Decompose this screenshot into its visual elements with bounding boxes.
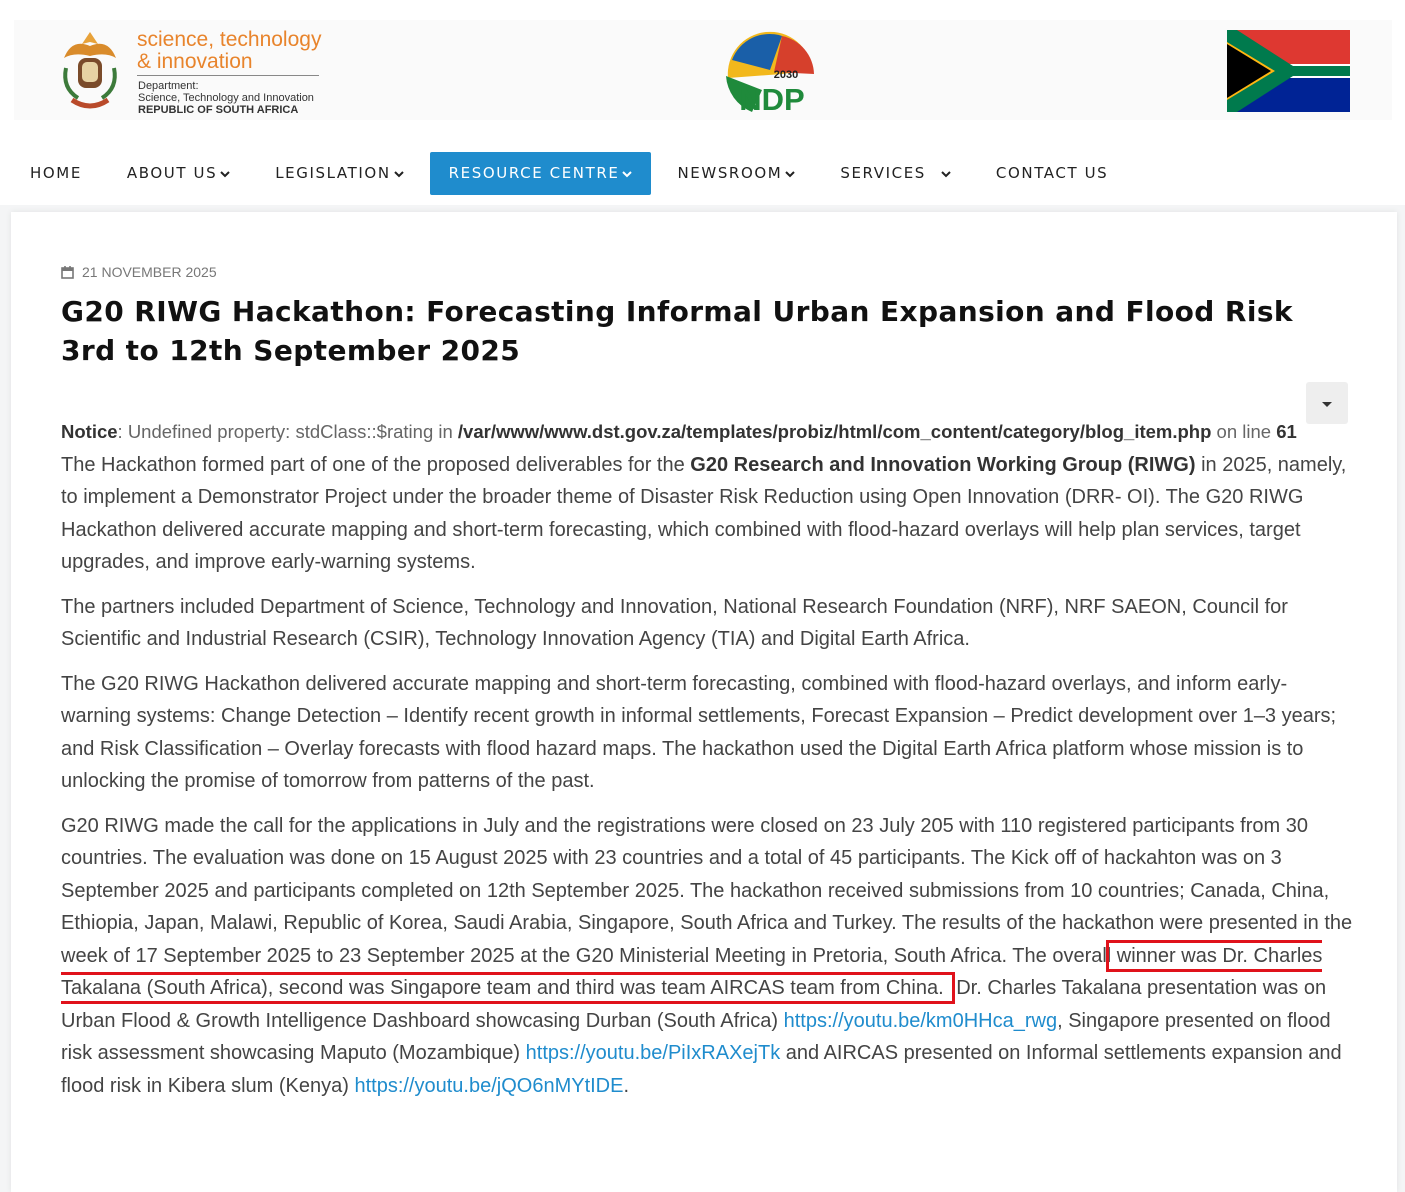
nav-item[interactable]: ABOUT US	[108, 152, 249, 195]
logo-rule	[137, 75, 319, 76]
article-card: 21 NOVEMBER 2025 G20 RIWG Hackathon: For…	[11, 212, 1397, 1192]
nav-label: ABOUT US	[126, 164, 218, 182]
bold-text: G20 Research and Innovation Working Grou…	[690, 453, 1196, 476]
nav-label: NEWSROOM	[677, 164, 783, 182]
paragraph: G20 RIWG made the call for the applicati…	[61, 810, 1353, 1103]
text: G20 RIWG made the call for the applicati…	[61, 814, 1353, 967]
text: , Singapore presented on flood risk asse…	[61, 1009, 1331, 1065]
country: REPUBLIC OF SOUTH AFRICA	[138, 104, 299, 116]
nav-item[interactable]: SERVICES	[821, 152, 970, 195]
notice-line: 61	[1276, 421, 1297, 442]
chevron	[393, 170, 404, 177]
chevron	[622, 170, 633, 177]
chevron	[785, 170, 796, 177]
video-link[interactable]: https://youtu.be/km0HHca_rwg	[783, 1009, 1058, 1032]
nav-item[interactable]: HOME	[30, 164, 82, 182]
paragraph: The partners included Department of Scie…	[61, 595, 1288, 651]
flag	[1227, 30, 1350, 112]
notice-label: Notice	[61, 421, 118, 442]
nav-item[interactable]: NEWSROOM	[658, 152, 814, 195]
chevron	[220, 170, 230, 177]
article-date: 21 NOVEMBER 2025	[61, 262, 1353, 282]
dept-name: Science, Technology and Innovation	[138, 92, 314, 104]
nav-item[interactable]: CONTACT US	[995, 164, 1109, 182]
text: .	[623, 1074, 630, 1097]
dropdown-toggle[interactable]	[1306, 382, 1348, 424]
video-link[interactable]: https://youtu.be/jQO6nMYtIDE	[354, 1074, 624, 1097]
article: 21 NOVEMBER 2025 G20 RIWG Hackathon: For…	[61, 262, 1353, 1114]
dept-label: Department:	[138, 80, 199, 92]
logo-text: science, technology	[137, 28, 322, 51]
main-nav: HOME ABOUT US LEGISLATION RESOURCE CENTR…	[0, 152, 1134, 195]
text: in 2025, namely, to implement a Demonstr…	[61, 453, 1347, 574]
ndp-text: NDP	[739, 82, 804, 116]
coat-of-arms	[63, 32, 117, 109]
ndp-logo: 2030 NDP	[726, 31, 814, 116]
nav-label: LEGISLATION	[275, 164, 391, 182]
text: and AIRCAS presented on Informal settlem…	[61, 1042, 1342, 1097]
nav-label: SERVICES	[840, 164, 926, 182]
article-title: G20 RIWG Hackathon: Forecasting Informal…	[61, 295, 1293, 367]
highlighted-text: winner was Dr. Charles Takalana (South A…	[61, 939, 1323, 1004]
site-header: science, technology & innovation Departm…	[0, 0, 1405, 205]
text: The Hackathon formed part of one of the …	[61, 453, 685, 476]
date-text: 21 NOVEMBER 2025	[82, 264, 217, 280]
calendar-icon	[61, 266, 74, 279]
ndp-year: 2030	[774, 69, 798, 81]
php-notice: Notice: Undefined property: stdClass::$r…	[61, 416, 1353, 449]
nav-item[interactable]: LEGISLATION	[256, 152, 422, 195]
chevron	[941, 170, 951, 177]
paragraph: The G20 RIWG Hackathon delivered accurat…	[61, 672, 1337, 793]
paragraph: The Hackathon formed part of one of the …	[61, 449, 1353, 579]
caret	[1322, 402, 1332, 407]
video-link[interactable]: https://youtu.be/PiIxRAXejTk	[525, 1042, 781, 1064]
nav-item[interactable]: RESOURCE CENTRE	[429, 152, 652, 195]
notice-message: : Undefined property: stdClass::$rating …	[117, 421, 453, 442]
brand-bar: science, technology & innovation Departm…	[14, 20, 1392, 120]
notice-path: /var/www/www.dst.gov.za/templates/probiz…	[457, 421, 1212, 442]
nav-label: RESOURCE CENTRE	[448, 164, 620, 182]
notice-line-label: on line	[1216, 421, 1272, 442]
logo-text: & innovation	[137, 50, 253, 73]
text: Dr. Charles Takalana presentation was on…	[61, 977, 1327, 1032]
